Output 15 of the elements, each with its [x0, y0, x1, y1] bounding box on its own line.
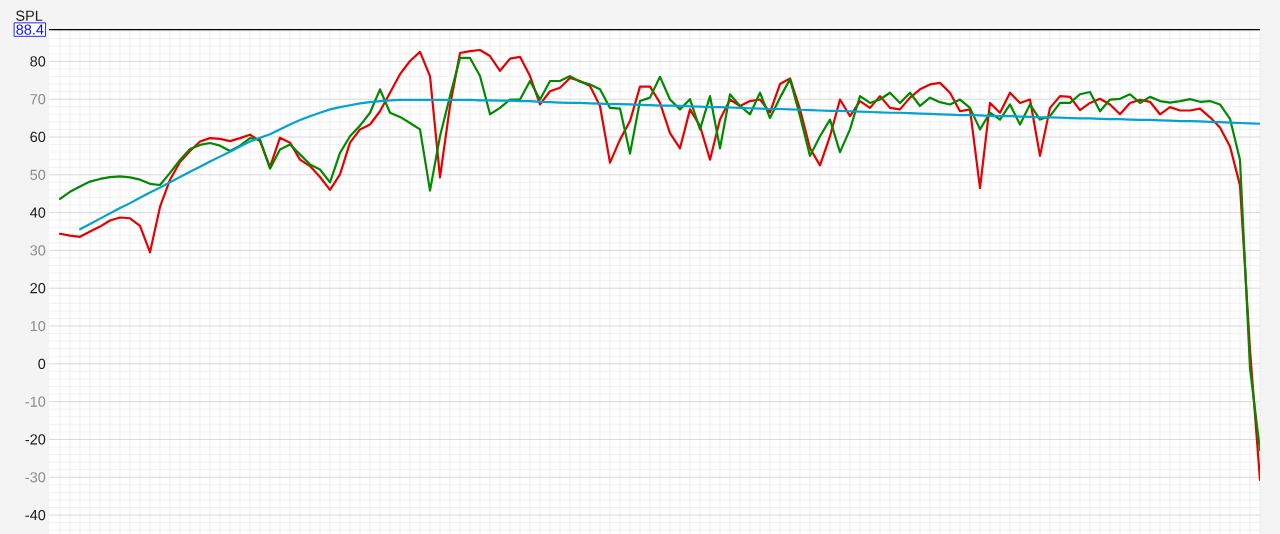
y-tick-label: 0 [38, 358, 46, 369]
y-tick-label: 30 [30, 245, 46, 256]
y-tick-label: 10 [30, 320, 46, 332]
y-tick-label: 80 [30, 56, 46, 67]
y-tick-label: 70 [30, 94, 46, 105]
y-tick-label: -30 [25, 472, 46, 483]
y-tick-label: 60 [30, 131, 46, 143]
y-tick-label: -20 [25, 434, 46, 445]
y-tick-label: -40 [25, 509, 46, 521]
y-tick-label: 40 [30, 207, 46, 218]
y-axis-title: SPL [16, 10, 43, 21]
y-tick-label: 50 [30, 169, 46, 180]
y-tick-label: -10 [25, 396, 46, 407]
y-tick-label: 88.4 [16, 24, 44, 35]
y-tick-label: 20 [30, 283, 46, 294]
